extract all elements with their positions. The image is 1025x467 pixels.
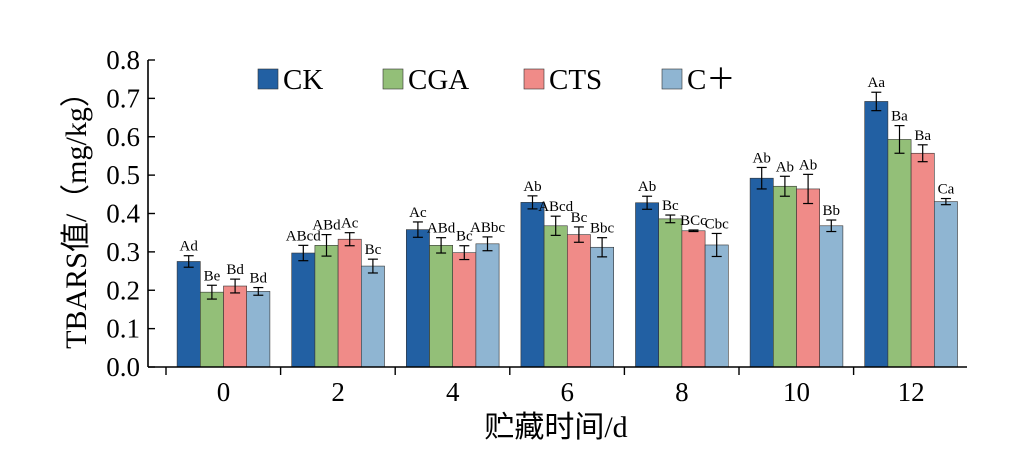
significance-label: ABcd xyxy=(286,228,321,244)
significance-label: Ac xyxy=(341,216,359,232)
y-tick-label: 0.5 xyxy=(106,160,140,190)
bar xyxy=(590,246,615,368)
bar xyxy=(796,188,821,368)
legend-label: CK xyxy=(283,64,323,96)
significance-label: Ad xyxy=(180,239,199,255)
x-tick-label: 2 xyxy=(331,377,345,407)
x-tick-label: 10 xyxy=(783,377,810,407)
bar xyxy=(704,244,729,368)
significance-label: Bc xyxy=(456,229,473,245)
bar xyxy=(405,229,430,368)
significance-label: ABbc xyxy=(470,220,505,236)
y-tick-label: 0.8 xyxy=(106,45,140,75)
significance-label: Aa xyxy=(868,75,886,91)
bar xyxy=(520,202,545,368)
bar xyxy=(681,230,706,368)
bar xyxy=(291,252,316,368)
bar xyxy=(910,152,935,368)
legend-swatch xyxy=(257,68,279,90)
bar xyxy=(749,177,774,368)
significance-label: Ba xyxy=(891,109,908,125)
significance-label: Bbc xyxy=(590,221,615,237)
x-tick-label: 4 xyxy=(446,377,460,407)
bar xyxy=(360,265,385,368)
significance-label: Ab xyxy=(523,179,541,195)
y-tick-label: 0.0 xyxy=(106,352,140,382)
x-tick-label: 12 xyxy=(898,377,925,407)
bar xyxy=(176,261,201,368)
bar xyxy=(452,252,477,368)
significance-label: Bd xyxy=(250,271,268,287)
y-tick-label: 0.2 xyxy=(106,275,140,305)
significance-label: Ba xyxy=(914,128,931,144)
bar xyxy=(635,202,660,368)
legend: CK CGA CTS C＋ xyxy=(257,64,735,96)
y-tick-label: 0.3 xyxy=(106,237,140,267)
significance-label: Bb xyxy=(823,203,841,219)
bar xyxy=(772,185,797,368)
y-tick-label: 0.1 xyxy=(106,314,140,344)
significance-label: Ab xyxy=(638,179,656,195)
significance-label: BCc xyxy=(680,213,707,229)
significance-label: Bc xyxy=(662,198,679,214)
x-axis-title: 贮藏时间/d xyxy=(484,411,627,444)
significance-label: ABd xyxy=(427,221,456,237)
bar xyxy=(200,291,224,368)
bar xyxy=(658,218,683,368)
legend-label: C＋ xyxy=(687,64,735,96)
bar xyxy=(933,201,958,368)
significance-label: Ac xyxy=(409,205,427,221)
bar xyxy=(566,234,591,368)
bar xyxy=(337,238,362,368)
significance-label: Bc xyxy=(571,210,588,226)
x-tick-label: 0 xyxy=(217,377,231,407)
x-tick-label: 8 xyxy=(675,377,689,407)
bar xyxy=(475,243,500,368)
significance-label: Ca xyxy=(938,182,955,198)
y-tick-label: 0.4 xyxy=(106,199,140,229)
significance-label: Cbc xyxy=(705,216,730,232)
bar xyxy=(864,101,889,368)
bar xyxy=(246,291,271,368)
significance-label: Be xyxy=(204,268,221,284)
legend-label: CGA xyxy=(408,64,469,96)
bar xyxy=(819,225,844,368)
significance-label: Bc xyxy=(365,242,382,258)
bar xyxy=(543,225,568,368)
significance-label: Ab xyxy=(799,157,817,173)
bar xyxy=(314,245,339,368)
x-tick-label: 6 xyxy=(561,377,575,407)
significance-label: ABd xyxy=(312,218,341,234)
significance-label: Ab xyxy=(753,150,771,166)
y-tick-label: 0.6 xyxy=(106,122,140,152)
significance-label: ABcd xyxy=(538,199,573,215)
y-tick-label: 0.7 xyxy=(106,83,140,113)
significance-label: Bd xyxy=(226,262,244,278)
bar xyxy=(223,285,248,368)
significance-label: Ab xyxy=(776,159,794,175)
legend-swatch xyxy=(523,68,545,90)
y-axis-title: TBARS值/（mg/kg） xyxy=(60,77,93,349)
axes: 0.0 0.1 0.2 0.3 0.4 0.5 0.6 0.7 0.8 0 2 4 6 8 10 12 xyxy=(106,45,967,407)
bar xyxy=(429,245,454,368)
legend-swatch xyxy=(661,68,683,90)
legend-label: CTS xyxy=(549,64,602,96)
bar xyxy=(887,139,912,368)
legend-swatch xyxy=(382,68,404,90)
